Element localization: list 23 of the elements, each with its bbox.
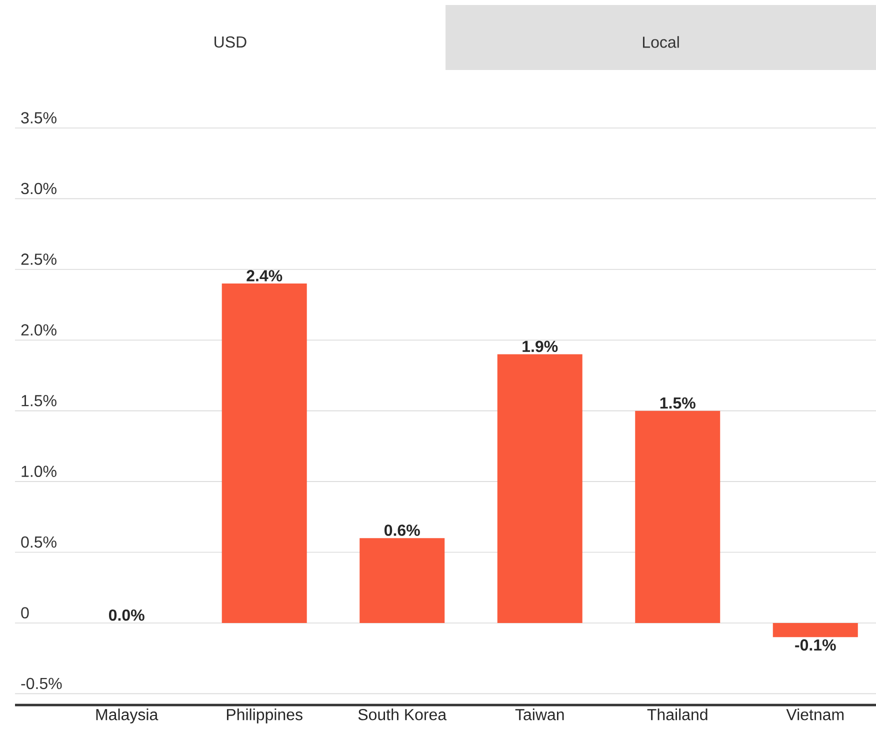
x-tick-label: Vietnam: [786, 708, 844, 720]
x-tick-label: Taiwan: [515, 708, 564, 720]
data-label: 0.0%: [108, 609, 144, 621]
y-tick-label: 2.5%: [21, 254, 56, 265]
y-tick-label: 3.5%: [21, 112, 56, 124]
y-tick-label: 1.0%: [22, 466, 56, 478]
x-tick-label: South Korea: [358, 708, 447, 720]
y-tick-label: 1.5%: [22, 395, 56, 406]
x-tick-label: Malaysia: [96, 708, 158, 724]
data-label: 2.4%: [246, 270, 282, 282]
x-tick-label: Philippines: [226, 708, 302, 724]
data-label: 0.6%: [384, 524, 420, 536]
y-tick-label: 2.0%: [21, 324, 56, 336]
y-tick-label: 0.5%: [21, 536, 56, 548]
y-tick-label: 3.0%: [21, 182, 56, 194]
y-tick-label: 0: [21, 607, 29, 618]
text: USD: [214, 36, 246, 48]
data-label: 1.9%: [522, 340, 558, 352]
text: Local: [642, 36, 679, 48]
y-tick-label: -0.5%: [21, 678, 62, 690]
data-label: 1.5%: [660, 397, 696, 409]
data-label: -0.1%: [795, 639, 836, 651]
x-tick-label: Thailand: [647, 708, 708, 720]
